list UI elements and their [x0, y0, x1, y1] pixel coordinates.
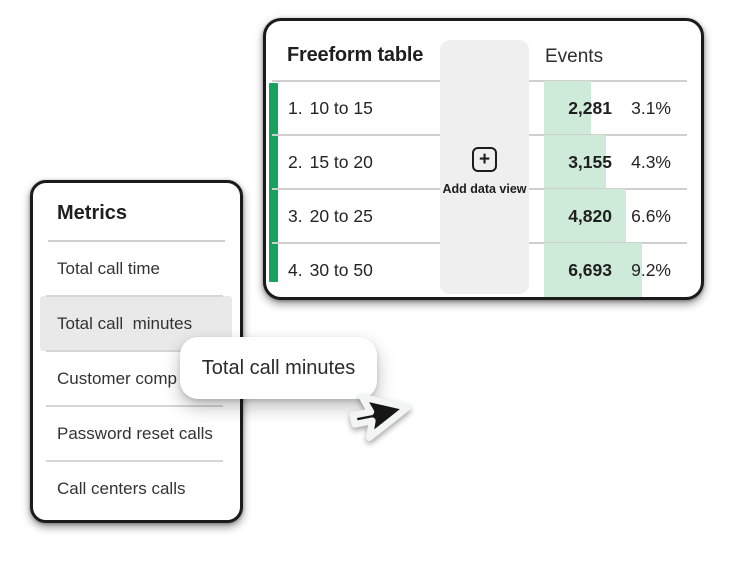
row-rank: 4.	[288, 259, 303, 280]
row-rank: 2.	[288, 151, 303, 172]
row-value: 4,820	[568, 205, 612, 226]
metrics-item-customer-complaints[interactable]: Customer comp	[40, 350, 232, 406]
dragged-metric-chip[interactable]: Total call minutes	[180, 337, 377, 399]
table-row[interactable]: 3. 20 to 25 4,820 6.6%	[266, 188, 701, 243]
row-percent: 3.1%	[631, 97, 671, 118]
mouse-cursor-icon	[349, 393, 411, 442]
row-dimension: 30 to 50	[309, 259, 373, 280]
add-data-view-column[interactable]: + Add data view	[440, 40, 529, 294]
row-dimension: 10 to 15	[309, 97, 373, 118]
row-label: 3. 20 to 25	[288, 189, 373, 243]
table-row[interactable]: 1. 10 to 15 2,281 3.1%	[266, 81, 701, 135]
plus-icon: +	[478, 148, 491, 170]
row-rank: 3.	[288, 205, 303, 226]
row-value: 2,281	[568, 97, 612, 118]
metrics-item-password-reset-calls[interactable]: Password reset calls	[40, 405, 232, 461]
metrics-item-call-centers-calls[interactable]: Call centers calls	[40, 460, 232, 516]
row-percent: 9.2%	[631, 259, 671, 280]
value-bar	[544, 243, 642, 297]
events-column-header: Events	[545, 46, 604, 67]
row-dimension: 15 to 20	[309, 151, 373, 172]
row-label: 4. 30 to 50	[288, 243, 373, 297]
metrics-item-total-call-time[interactable]: Total call time	[57, 258, 160, 278]
add-data-view-label: Add data view	[442, 182, 527, 196]
metrics-title: Metrics	[57, 202, 128, 224]
row-label: 1. 10 to 15	[288, 81, 373, 135]
row-percent: 6.6%	[631, 205, 671, 226]
dimension-accent-bar	[269, 83, 278, 282]
freeform-table-panel: Freeform table Events 1. 10 to 15 2,281 …	[263, 18, 704, 300]
metrics-title-divider	[48, 240, 225, 242]
value-bar	[544, 81, 591, 135]
row-label: 2. 15 to 20	[288, 135, 373, 189]
table-row[interactable]: 2. 15 to 20 3,155 4.3%	[266, 134, 701, 189]
row-value: 3,155	[568, 151, 612, 172]
row-percent: 4.3%	[631, 151, 671, 172]
add-data-view-button[interactable]: +	[472, 147, 497, 172]
metrics-list: Total call time Total call minutes Custo…	[40, 241, 232, 516]
value-bar	[544, 135, 606, 189]
row-value: 6,693	[568, 259, 612, 280]
value-bar	[544, 189, 626, 243]
row-dimension: 20 to 25	[309, 205, 373, 226]
panel-title: Freeform table	[287, 44, 424, 66]
row-rank: 1.	[288, 97, 303, 118]
